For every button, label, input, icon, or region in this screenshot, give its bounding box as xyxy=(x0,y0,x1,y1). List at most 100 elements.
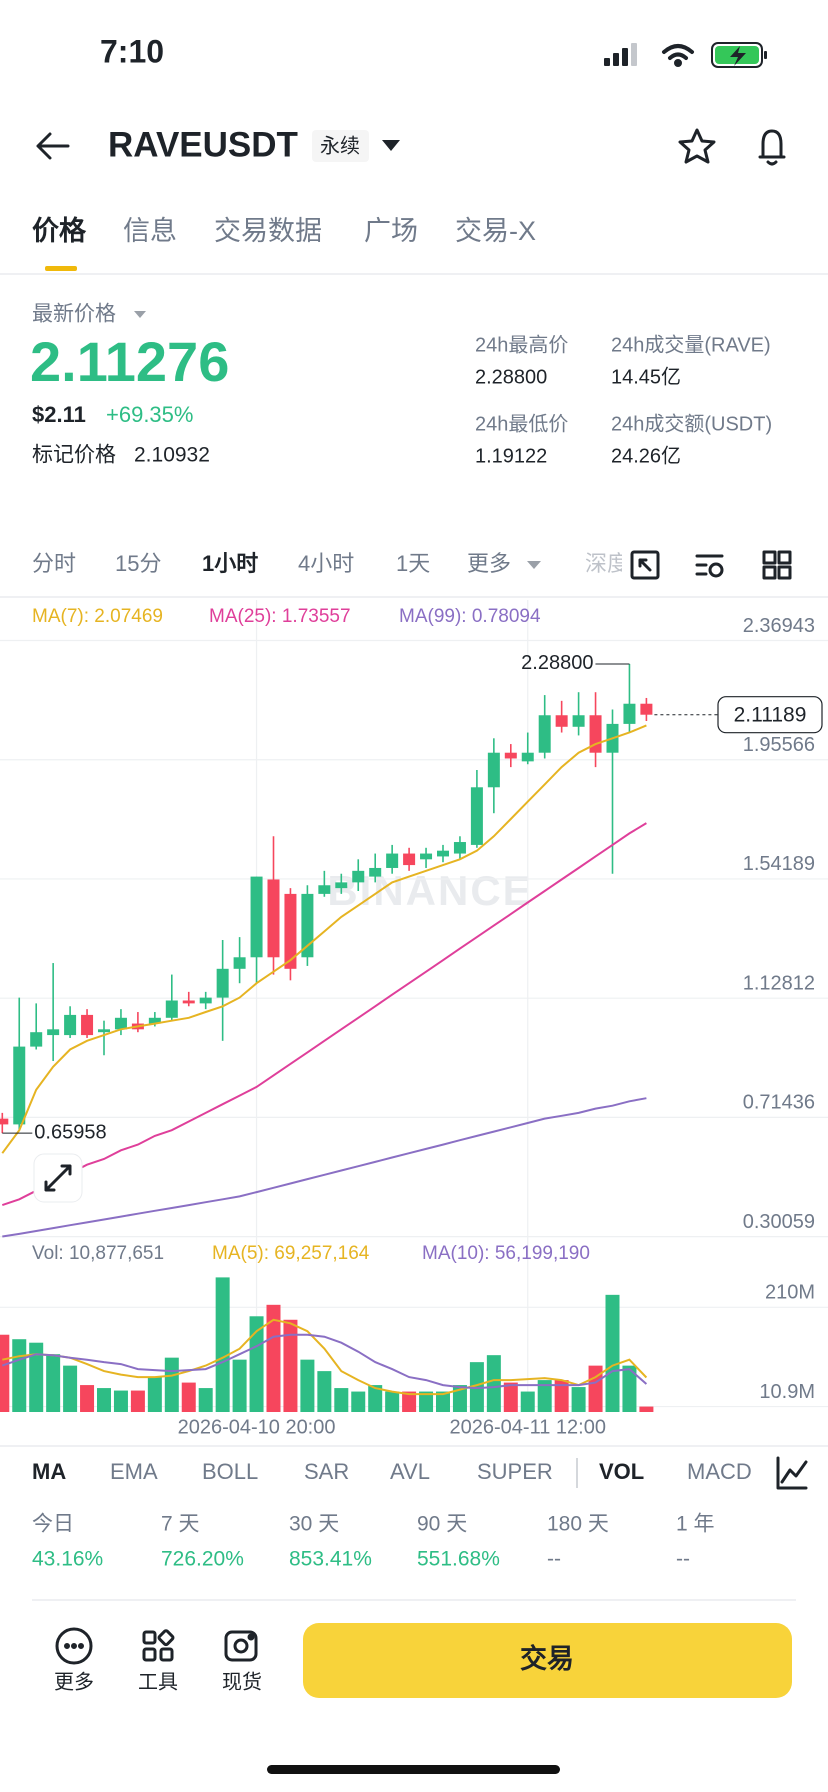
volume-bar xyxy=(351,1391,366,1412)
trade-button[interactable] xyxy=(303,1623,792,1698)
chart: BINANCE2.369431.955661.541891.128120.714… xyxy=(0,600,828,1438)
candle-body xyxy=(114,1017,127,1030)
back-button[interactable] xyxy=(36,132,70,160)
tab[interactable]: 广场 xyxy=(364,216,418,246)
volume-bar xyxy=(588,1365,603,1412)
stat-value: 1.19122 xyxy=(475,445,547,467)
interval[interactable]: 更多 xyxy=(467,551,511,576)
stat-value: 24.26亿 xyxy=(611,444,681,467)
indicator[interactable]: SUPER xyxy=(477,1459,553,1484)
vol-tick-label: 210M xyxy=(765,1282,815,1304)
price-change: +69.35% xyxy=(106,402,193,427)
candle-body xyxy=(403,853,416,866)
candle-body xyxy=(13,1046,26,1125)
action-labels: 更多 工具 现货 xyxy=(54,1670,262,1693)
more-dropdown[interactable] xyxy=(527,561,541,569)
indicator[interactable]: AVL xyxy=(390,1459,430,1484)
candle-body xyxy=(555,715,568,727)
volume-bar xyxy=(283,1319,298,1412)
interval[interactable]: 深度 xyxy=(585,551,629,576)
fullscreen-button[interactable] xyxy=(630,550,660,580)
more-icon[interactable] xyxy=(55,1627,93,1665)
period-change: 726.20% xyxy=(161,1548,244,1571)
interval[interactable]: 15分 xyxy=(115,551,161,576)
legend-item: MA(10): 56,199,190 xyxy=(422,1243,590,1264)
volume-bar xyxy=(130,1390,145,1412)
favorite-button[interactable] xyxy=(678,128,716,164)
mark-price: 2.10932 xyxy=(134,444,210,467)
volume-bar xyxy=(46,1354,61,1412)
indicator[interactable]: MA xyxy=(32,1459,66,1484)
volume-bar xyxy=(215,1277,230,1412)
indicator[interactable]: VOL xyxy=(599,1459,644,1484)
stat-value: 14.45亿 xyxy=(611,365,681,388)
candle-body xyxy=(453,842,466,854)
vol-tick-label: 10.9M xyxy=(759,1381,815,1403)
stat-label: 24h最低价 xyxy=(475,412,568,435)
settings-button[interactable] xyxy=(695,554,724,578)
y-tick-label: 2.36943 xyxy=(743,615,815,637)
badge-bg xyxy=(312,130,369,162)
candle-body xyxy=(470,787,483,845)
price-dropdown[interactable] xyxy=(134,311,146,318)
candle-body xyxy=(640,703,653,715)
indicator-settings[interactable] xyxy=(776,1456,808,1490)
legend-item: MA(25): 1.73557 xyxy=(209,606,351,627)
tab[interactable]: 交易-X xyxy=(455,216,536,246)
volume-bar xyxy=(436,1391,450,1412)
candle-body xyxy=(437,850,449,857)
last-price-label: 2.11189 xyxy=(734,703,807,726)
interval[interactable]: 分时 xyxy=(32,551,76,576)
alert-button[interactable] xyxy=(758,129,786,166)
spot-icon[interactable] xyxy=(224,1630,258,1662)
volume-bar xyxy=(29,1342,44,1412)
indicator[interactable]: MACD xyxy=(687,1459,752,1484)
volume-bar xyxy=(469,1362,484,1412)
candle-body xyxy=(504,752,517,759)
indicator[interactable]: SAR xyxy=(304,1459,349,1484)
ma-line xyxy=(1,724,647,1154)
tab[interactable]: 信息 xyxy=(123,216,177,246)
candle-body xyxy=(318,885,331,894)
interval[interactable]: 1小时 xyxy=(202,551,258,576)
expand-button[interactable] xyxy=(33,1153,83,1203)
volume-bar xyxy=(249,1316,264,1412)
indicator[interactable]: BOLL xyxy=(202,1459,258,1484)
layout-button[interactable] xyxy=(762,550,792,580)
ticker-stats: 24h最高价 2.28800 24h成交量(RAVE) 14.45亿 24h最低价 1.1… xyxy=(475,333,772,467)
tab[interactable]: 价格 xyxy=(32,216,87,246)
action-label[interactable]: 工具 xyxy=(138,1671,178,1693)
volume-bar xyxy=(266,1304,281,1412)
tools-icon[interactable] xyxy=(142,1629,175,1662)
period: 1 年 xyxy=(676,1513,715,1536)
last-price-box xyxy=(717,696,823,734)
trade-label[interactable]: 交易 xyxy=(520,1643,574,1674)
y-tick-label: 1.12812 xyxy=(743,972,815,994)
volume-bar xyxy=(639,1406,654,1412)
volume-bar xyxy=(368,1385,383,1412)
x-tick-label: 2026-04-10 20:00 xyxy=(178,1416,336,1438)
candle-body xyxy=(216,968,229,998)
candle-body xyxy=(233,957,246,969)
action-label[interactable]: 更多 xyxy=(54,1670,94,1693)
indicator[interactable]: EMA xyxy=(110,1459,158,1484)
legend-item: MA(5): 69,257,164 xyxy=(212,1243,370,1264)
ma-line xyxy=(2,1097,647,1238)
vol-ma-line xyxy=(2,1318,648,1396)
y-tick-label: 0.30059 xyxy=(743,1211,815,1233)
period-change: 853.41% xyxy=(289,1548,372,1571)
volume-bar xyxy=(232,1359,247,1412)
volume-bar xyxy=(419,1391,434,1412)
symbol-dropdown[interactable] xyxy=(382,140,400,151)
interval[interactable]: 1天 xyxy=(396,551,430,576)
tab[interactable]: 交易数据 xyxy=(214,216,322,246)
volume-bar xyxy=(300,1359,315,1412)
candle-body xyxy=(0,1118,9,1125)
indicator-bar: MA EMA BOLL SAR AVL SUPER VOL MACD xyxy=(32,1459,752,1484)
volume-bar xyxy=(198,1388,213,1412)
interval[interactable]: 4小时 xyxy=(298,551,354,576)
performance: 今日 43.16% 7 天 726.20% 30 天 853.41% 90 天 551.68%… xyxy=(32,1513,715,1571)
action-label[interactable]: 现货 xyxy=(222,1670,262,1693)
